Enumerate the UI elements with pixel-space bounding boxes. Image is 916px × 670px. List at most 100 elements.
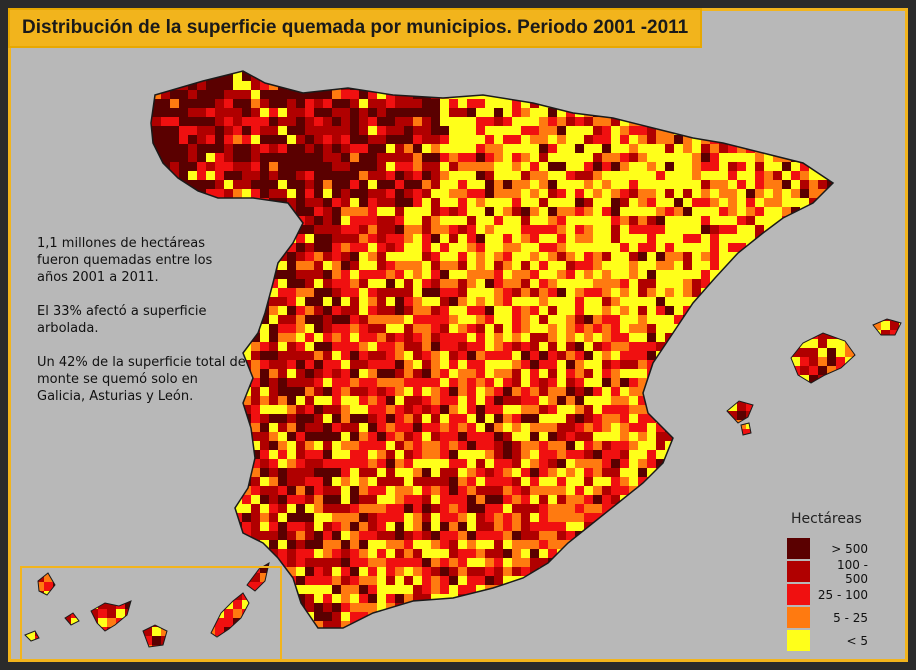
municipality-cell <box>530 594 540 604</box>
municipality-cell <box>179 531 189 541</box>
municipality-cell <box>287 621 297 628</box>
municipality-cell <box>773 72 783 82</box>
municipality-cell <box>719 621 729 628</box>
municipality-cell <box>440 432 450 442</box>
municipality-cell <box>323 369 333 379</box>
municipality-cell <box>674 630 684 640</box>
municipality-cell <box>188 495 198 505</box>
municipality-cell <box>566 495 576 505</box>
municipality-cell <box>404 261 414 271</box>
municipality-cell <box>728 360 738 370</box>
municipality-cell <box>728 513 738 523</box>
municipality-cell <box>278 405 288 415</box>
municipality-cell <box>557 477 567 487</box>
municipality-cell <box>719 603 729 613</box>
municipality-cell <box>602 144 612 154</box>
municipality-cell <box>440 558 450 568</box>
municipality-cell <box>296 522 306 532</box>
municipality-cell <box>440 162 450 172</box>
municipality-cell <box>413 423 423 433</box>
municipality-cell <box>710 171 720 181</box>
municipality-cell <box>485 342 495 352</box>
municipality-cell <box>656 360 666 370</box>
municipality-cell <box>179 216 189 226</box>
municipality-cell <box>422 558 432 568</box>
municipality-cell <box>359 243 369 253</box>
municipality-cell <box>701 540 711 550</box>
municipality-cell <box>341 414 351 424</box>
municipality-cell <box>692 495 702 505</box>
municipality-cell <box>818 126 828 136</box>
municipality-cell <box>764 270 774 280</box>
municipality-cell <box>413 396 423 406</box>
municipality-cell <box>584 513 594 523</box>
municipality-cell <box>467 315 477 325</box>
municipality-cell <box>836 324 846 334</box>
municipality-cell <box>764 234 774 244</box>
municipality-cell <box>332 216 342 226</box>
municipality-cell <box>647 603 657 613</box>
municipality-cell <box>404 612 414 622</box>
municipality-cell <box>242 540 252 550</box>
municipality-cell <box>305 567 315 577</box>
municipality-cell <box>467 171 477 181</box>
municipality-cell <box>530 288 540 298</box>
municipality-cell <box>557 540 567 550</box>
municipality-cell <box>692 468 702 478</box>
municipality-cell <box>269 486 279 496</box>
municipality-cell <box>215 477 225 487</box>
municipality-cell <box>386 288 396 298</box>
municipality-cell <box>269 135 279 145</box>
municipality-cell <box>341 549 351 559</box>
municipality-cell <box>773 387 783 397</box>
municipality-cell <box>386 585 396 595</box>
municipality-cell <box>332 99 342 109</box>
municipality-cell <box>728 216 738 226</box>
municipality-cell <box>674 603 684 613</box>
municipality-cell <box>566 576 576 586</box>
municipality-cell <box>368 414 378 424</box>
municipality-cell <box>566 207 576 217</box>
municipality-cell <box>161 432 171 442</box>
municipality-cell <box>440 540 450 550</box>
municipality-cell <box>719 71 729 73</box>
municipality-cell <box>647 270 657 280</box>
municipality-cell <box>260 450 270 460</box>
municipality-cell <box>296 99 306 109</box>
municipality-cell <box>413 297 423 307</box>
municipality-cell <box>611 180 621 190</box>
municipality-cell <box>152 450 162 460</box>
municipality-cell <box>701 378 711 388</box>
municipality-cell <box>746 576 756 586</box>
municipality-cell <box>737 567 747 577</box>
municipality-cell <box>260 117 270 127</box>
municipality-cell <box>503 342 513 352</box>
municipality-cell <box>737 90 747 100</box>
municipality-cell <box>710 189 720 199</box>
municipality-cell <box>728 99 738 109</box>
municipality-cell <box>728 369 738 379</box>
municipality-cell <box>647 378 657 388</box>
municipality-cell <box>269 306 279 316</box>
municipality-cell <box>215 71 225 73</box>
municipality-cell <box>161 180 171 190</box>
municipality-cell <box>692 360 702 370</box>
municipality-cell <box>746 324 756 334</box>
municipality-cell <box>485 306 495 316</box>
municipality-cell <box>224 549 234 559</box>
municipality-cell <box>494 504 504 514</box>
municipality-cell <box>755 396 765 406</box>
municipality-cell <box>260 468 270 478</box>
municipality-cell <box>296 234 306 244</box>
municipality-cell <box>557 558 567 568</box>
municipality-cell <box>773 351 783 361</box>
municipality-cell <box>773 252 783 262</box>
municipality-cell <box>584 261 594 271</box>
municipality-cell <box>314 621 324 628</box>
municipality-cell <box>323 315 333 325</box>
municipality-cell <box>746 360 756 370</box>
municipality-cell <box>575 351 585 361</box>
municipality-cell <box>449 261 459 271</box>
municipality-cell <box>341 324 351 334</box>
municipality-cell <box>197 216 207 226</box>
